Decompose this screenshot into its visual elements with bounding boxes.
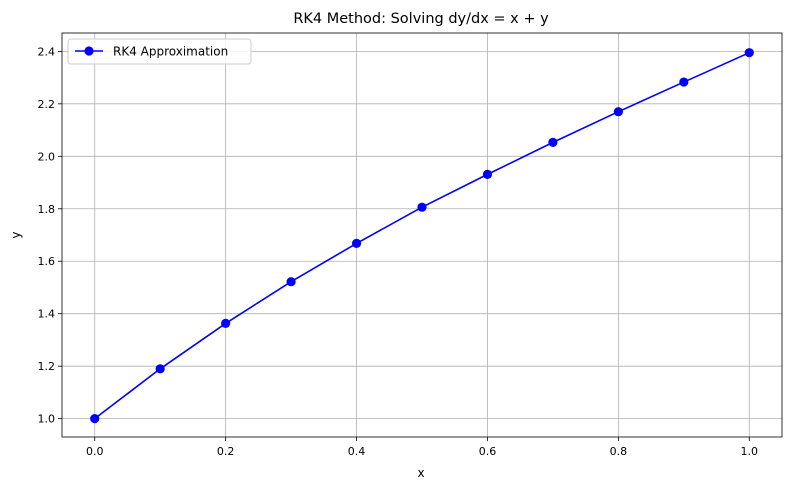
y-tick-label: 1.4 xyxy=(38,308,56,321)
y-tick-label: 1.6 xyxy=(38,255,56,268)
y-tick-label: 1.8 xyxy=(38,203,56,216)
series-layer xyxy=(90,48,754,424)
tick-layer: 0.0 0.2 0.4 0.6 0.8 1.0 1.0 1.2 1.4 1.6 1.8 2.0 2.2 2… xyxy=(38,45,759,458)
data-point xyxy=(548,137,558,147)
x-tick-label: 0.4 xyxy=(348,445,366,458)
y-tick-label: 1.0 xyxy=(38,413,56,426)
legend-marker-swatch xyxy=(84,46,94,56)
y-tick-label: 2.4 xyxy=(38,45,56,58)
chart-title: RK4 Method: Solving dy/dx = x + y xyxy=(293,11,549,27)
data-point xyxy=(744,48,754,58)
data-point xyxy=(613,107,623,117)
data-point xyxy=(417,202,427,212)
x-tick-label: 0.0 xyxy=(86,445,104,458)
data-point xyxy=(351,238,362,248)
x-axis-label: x xyxy=(417,466,424,480)
y-tick-label: 2.2 xyxy=(38,98,56,111)
x-tick-label: 0.2 xyxy=(217,445,235,458)
series-line xyxy=(94,51,750,420)
data-point xyxy=(155,364,165,374)
y-tick-label: 2.0 xyxy=(38,150,56,163)
data-point xyxy=(90,414,100,424)
legend-frame xyxy=(67,38,252,65)
data-point xyxy=(679,77,689,87)
x-tick-label: 0.8 xyxy=(610,445,628,458)
data-point xyxy=(286,277,296,287)
legend-label: RK4 Approximation xyxy=(113,45,228,59)
legend: RK4 Approximation xyxy=(67,38,252,65)
grid-layer xyxy=(62,33,782,437)
x-tick-label: 0.6 xyxy=(479,445,497,458)
axes-frame xyxy=(61,32,783,438)
data-point xyxy=(482,169,493,179)
plot-area-frame xyxy=(61,32,783,438)
data-point xyxy=(221,318,231,329)
y-axis-label: y xyxy=(9,231,23,238)
y-tick-label: 1.2 xyxy=(38,360,56,373)
x-tick-label: 1.0 xyxy=(741,445,759,458)
